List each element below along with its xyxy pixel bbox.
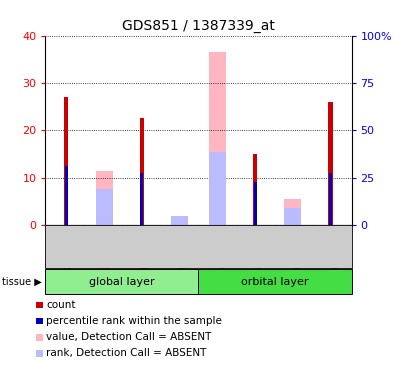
- Bar: [171, 216, 188, 225]
- Text: GSM22330: GSM22330: [251, 227, 260, 276]
- Text: GSM22332: GSM22332: [175, 227, 184, 276]
- Bar: [284, 209, 301, 225]
- Bar: [141, 173, 143, 225]
- Text: global layer: global layer: [89, 277, 155, 286]
- Text: value, Detection Call = ABSENT: value, Detection Call = ABSENT: [46, 332, 212, 342]
- Bar: [209, 52, 226, 225]
- Text: percentile rank within the sample: percentile rank within the sample: [46, 316, 222, 326]
- Text: GSM22327: GSM22327: [60, 227, 69, 276]
- Text: orbital layer: orbital layer: [241, 277, 309, 286]
- Title: GDS851 / 1387339_at: GDS851 / 1387339_at: [122, 19, 275, 33]
- Bar: [284, 199, 301, 225]
- FancyBboxPatch shape: [45, 269, 199, 294]
- Bar: [96, 171, 113, 225]
- Text: tissue ▶: tissue ▶: [2, 277, 42, 286]
- Text: GSM22328: GSM22328: [98, 227, 107, 276]
- Bar: [96, 189, 113, 225]
- Bar: [65, 166, 68, 225]
- Text: rank, Detection Call = ABSENT: rank, Detection Call = ABSENT: [46, 348, 207, 358]
- Bar: [171, 218, 188, 225]
- Bar: [254, 182, 256, 225]
- Bar: [64, 97, 68, 225]
- Bar: [329, 102, 333, 225]
- Bar: [209, 152, 226, 225]
- FancyBboxPatch shape: [199, 269, 352, 294]
- Text: GSM22333: GSM22333: [290, 227, 299, 276]
- Bar: [253, 154, 258, 225]
- Text: count: count: [46, 300, 76, 310]
- Text: GSM22329: GSM22329: [213, 227, 222, 276]
- Bar: [329, 173, 332, 225]
- Text: GSM22334: GSM22334: [328, 227, 337, 276]
- Bar: [139, 118, 144, 225]
- Text: GSM22331: GSM22331: [137, 227, 146, 276]
